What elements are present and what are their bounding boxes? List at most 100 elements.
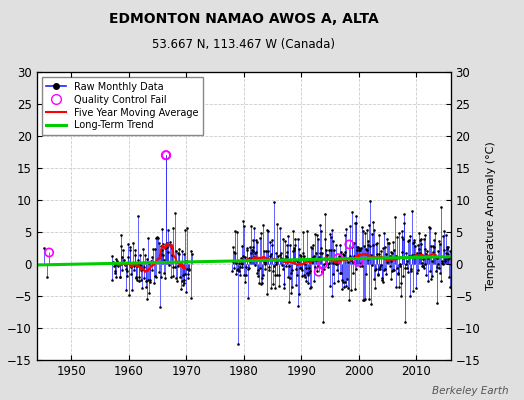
Point [164, 249, 172, 255]
Point [416, 250, 424, 256]
Point [396, 292, 405, 299]
Point [306, 268, 314, 274]
Point [439, 233, 447, 240]
Point [300, 272, 309, 278]
Point [288, 267, 296, 273]
Point [379, 245, 387, 252]
Point [245, 258, 254, 264]
Point [394, 270, 402, 276]
Point [135, 278, 143, 284]
Point [148, 253, 157, 260]
Point [183, 271, 192, 277]
Point [382, 250, 390, 257]
Point [436, 241, 444, 247]
Point [440, 247, 449, 253]
Point [328, 227, 336, 233]
Point [294, 290, 303, 297]
Point [149, 246, 158, 252]
Point [429, 248, 437, 255]
Point [289, 228, 297, 234]
Point [396, 260, 404, 267]
Point [166, 238, 174, 245]
Point [279, 266, 287, 272]
Point [421, 246, 430, 252]
Point [157, 274, 166, 281]
Point [417, 236, 425, 242]
Point [424, 278, 432, 284]
Point [386, 258, 395, 264]
Point [159, 241, 168, 248]
Point [353, 247, 361, 254]
Point [315, 254, 323, 260]
Point [342, 283, 351, 289]
Point [331, 257, 340, 264]
Point [308, 244, 316, 251]
Point [126, 244, 134, 250]
Point [262, 248, 270, 255]
Point [272, 260, 281, 267]
Text: 53.667 N, 113.467 W (Canada): 53.667 N, 113.467 W (Canada) [152, 38, 335, 51]
Point [246, 223, 255, 229]
Point [162, 240, 171, 246]
Point [340, 252, 348, 258]
Point [113, 261, 122, 267]
Point [110, 263, 118, 270]
Point [446, 284, 455, 291]
Point [368, 231, 377, 238]
Point [319, 261, 327, 267]
Point [442, 246, 451, 252]
Point [233, 229, 242, 236]
Point [301, 265, 310, 272]
Point [389, 238, 397, 245]
Point [140, 251, 149, 258]
Point [352, 220, 360, 226]
Point [264, 228, 272, 235]
Point [409, 252, 418, 258]
Point [172, 278, 181, 284]
Point [356, 263, 364, 270]
Point [305, 265, 313, 272]
Point [397, 280, 405, 286]
Point [333, 267, 341, 273]
Point [379, 279, 388, 286]
Point [375, 232, 384, 238]
Point [297, 252, 305, 259]
Point [247, 247, 256, 254]
Point [135, 274, 144, 280]
Point [377, 262, 386, 268]
Point [144, 234, 152, 241]
Point [337, 270, 345, 276]
Point [410, 237, 418, 243]
Point [443, 244, 451, 250]
Point [167, 242, 175, 248]
Point [107, 253, 116, 260]
Point [383, 236, 391, 242]
Point [422, 272, 431, 278]
Point [358, 262, 366, 269]
Point [283, 242, 292, 248]
Point [326, 283, 334, 290]
Point [173, 250, 182, 257]
Point [116, 274, 125, 280]
Point [321, 235, 330, 242]
Point [413, 267, 422, 273]
Point [438, 258, 446, 264]
Point [171, 264, 179, 270]
Point [231, 228, 239, 234]
Point [245, 265, 253, 272]
Point [348, 244, 356, 250]
Point [181, 271, 190, 277]
Point [290, 247, 298, 253]
Point [378, 274, 387, 281]
Point [339, 279, 347, 285]
Point [137, 267, 146, 274]
Point [405, 237, 413, 244]
Point [260, 260, 269, 267]
Point [236, 264, 244, 271]
Point [145, 260, 153, 266]
Point [380, 244, 389, 250]
Point [428, 258, 436, 264]
Point [385, 263, 394, 269]
Point [187, 248, 195, 254]
Point [296, 265, 304, 271]
